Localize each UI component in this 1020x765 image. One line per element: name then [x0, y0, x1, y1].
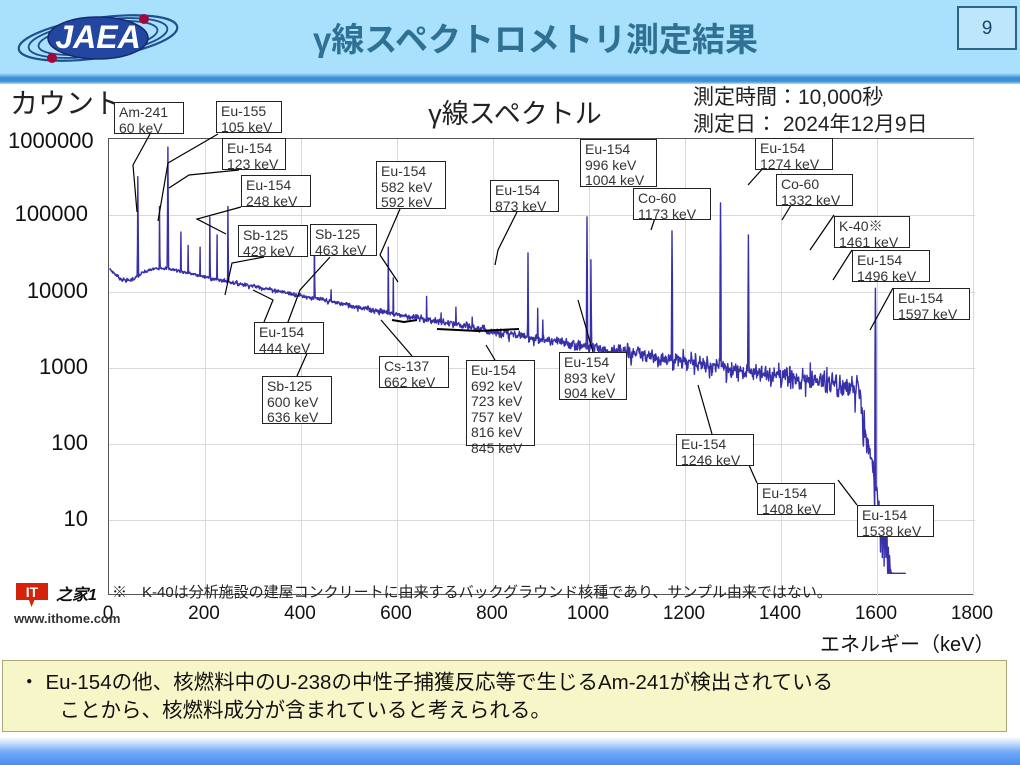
svg-text:JAEA: JAEA — [55, 19, 140, 55]
svg-text:IT: IT — [26, 584, 39, 600]
svg-text:之家1: 之家1 — [56, 586, 97, 604]
